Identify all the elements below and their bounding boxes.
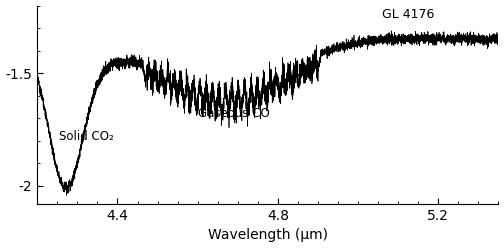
X-axis label: Wavelength (μm): Wavelength (μm) xyxy=(208,228,328,243)
Text: Solid CO₂: Solid CO₂ xyxy=(59,130,114,143)
Text: GL 4176: GL 4176 xyxy=(382,8,434,21)
Text: Gaseous CO: Gaseous CO xyxy=(198,107,270,120)
